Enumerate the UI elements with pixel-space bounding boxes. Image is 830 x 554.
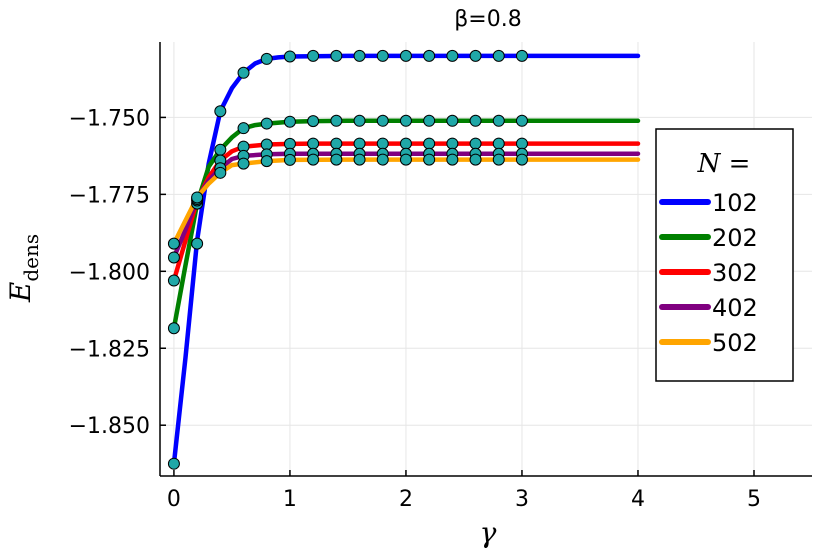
- x-axis-label: γ: [480, 516, 497, 549]
- data-point-202: [376, 114, 389, 127]
- data-point-502: [515, 153, 528, 166]
- y-tick-label: −1.825: [69, 337, 150, 362]
- data-point-102: [376, 49, 389, 62]
- legend-label-302: 302: [712, 259, 758, 287]
- data-point-502: [307, 153, 320, 166]
- data-point-502: [237, 157, 250, 170]
- x-tick-label: 0: [167, 487, 181, 512]
- axes: [159, 42, 812, 477]
- data-point-502: [283, 153, 296, 166]
- y-tick-label: −1.750: [69, 106, 150, 131]
- data-point-102: [283, 50, 296, 63]
- data-point-202: [515, 114, 528, 127]
- data-point-202: [237, 122, 250, 135]
- data-point-102: [167, 457, 180, 470]
- data-point-302: [469, 137, 482, 150]
- data-point-202: [167, 322, 180, 335]
- plot-markers: [167, 49, 528, 470]
- data-point-202: [260, 117, 273, 130]
- data-point-502: [446, 153, 459, 166]
- x-tick-label: 4: [631, 487, 645, 512]
- data-point-402: [167, 251, 180, 264]
- data-point-102: [492, 49, 505, 62]
- data-point-202: [469, 114, 482, 127]
- legend-label-502: 502: [712, 329, 758, 357]
- legend-label-402: 402: [712, 294, 758, 322]
- x-tick-label: 5: [747, 487, 761, 512]
- data-point-102: [237, 66, 250, 79]
- data-point-102: [353, 49, 366, 62]
- data-point-502: [469, 153, 482, 166]
- x-tick-label: 2: [399, 487, 413, 512]
- data-point-202: [330, 114, 343, 127]
- data-point-302: [353, 137, 366, 150]
- data-point-502: [260, 155, 273, 168]
- data-point-502: [214, 166, 227, 179]
- x-tick-label: 1: [283, 487, 297, 512]
- data-point-302: [167, 274, 180, 287]
- data-point-302: [330, 137, 343, 150]
- data-point-302: [515, 137, 528, 150]
- data-point-302: [399, 137, 412, 150]
- data-point-202: [399, 114, 412, 127]
- data-point-202: [446, 114, 459, 127]
- y-axis-label-sub: dens: [19, 234, 43, 282]
- data-point-102: [469, 49, 482, 62]
- y-axis-label-main: E: [4, 282, 37, 303]
- data-point-502: [399, 153, 412, 166]
- y-axis-label: Edens: [4, 234, 43, 303]
- y-tick-label: −1.800: [69, 260, 150, 285]
- x-tick-labels: 0 1 2 3 4 5: [167, 487, 761, 512]
- data-point-202: [492, 114, 505, 127]
- legend-title: N =: [697, 149, 751, 179]
- data-point-102: [446, 49, 459, 62]
- data-point-102: [260, 52, 273, 65]
- legend: N = 102 202 302 402 502: [655, 128, 794, 382]
- data-point-202: [307, 115, 320, 128]
- data-point-202: [423, 114, 436, 127]
- data-point-102: [214, 105, 227, 118]
- data-point-102: [307, 49, 320, 62]
- data-point-502: [191, 191, 204, 204]
- data-point-302: [423, 137, 436, 150]
- data-point-502: [492, 153, 505, 166]
- data-point-302: [307, 137, 320, 150]
- data-point-102: [191, 237, 204, 250]
- y-tick-labels: −1.750 −1.775 −1.800 −1.825 −1.850: [69, 106, 150, 439]
- data-point-502: [353, 153, 366, 166]
- data-point-102: [399, 49, 412, 62]
- legend-label-102: 102: [712, 189, 758, 217]
- data-point-502: [330, 153, 343, 166]
- data-point-202: [353, 114, 366, 127]
- data-point-302: [376, 137, 389, 150]
- x-tick-label: 3: [515, 487, 529, 512]
- legend-label-202: 202: [712, 224, 758, 252]
- y-tick-label: −1.775: [69, 183, 150, 208]
- data-point-502: [376, 153, 389, 166]
- data-point-202: [214, 143, 227, 156]
- data-point-302: [492, 137, 505, 150]
- data-point-102: [330, 49, 343, 62]
- chart-title: β=0.8: [454, 7, 521, 32]
- data-point-102: [515, 49, 528, 62]
- data-point-302: [446, 137, 459, 150]
- data-point-102: [423, 49, 436, 62]
- y-tick-label: −1.850: [69, 414, 150, 439]
- data-point-202: [283, 115, 296, 128]
- data-point-502: [167, 237, 180, 250]
- data-point-502: [423, 153, 436, 166]
